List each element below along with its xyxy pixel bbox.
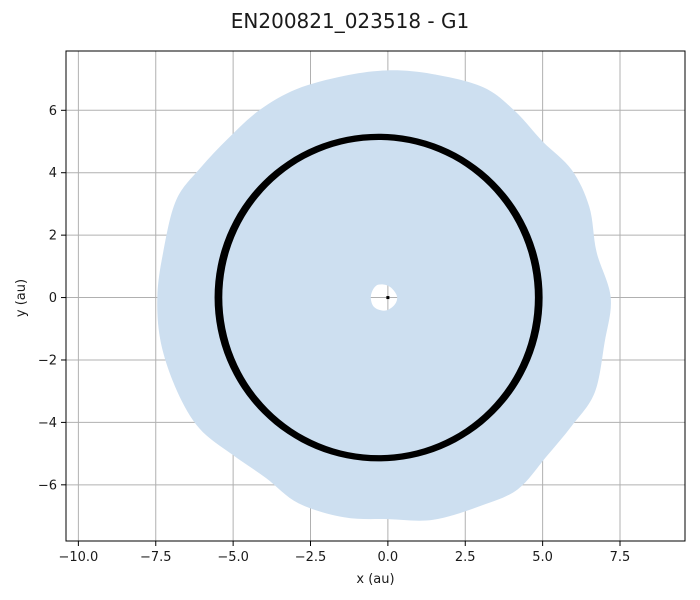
x-tick-label: −2.5 xyxy=(295,550,327,565)
y-tick-label: 0 xyxy=(49,291,57,306)
central-point-layer xyxy=(386,296,390,300)
x-tick-label: 2.5 xyxy=(455,550,476,565)
y-tick-label: 4 xyxy=(49,166,57,181)
y-tick-label: 2 xyxy=(49,229,57,244)
y-axis-label: y (au) xyxy=(14,279,29,317)
y-tick-label: 6 xyxy=(49,104,57,119)
x-axis-label: x (au) xyxy=(356,572,394,587)
x-tick-label: −7.5 xyxy=(140,550,172,565)
x-tick-label: 7.5 xyxy=(610,550,631,565)
x-tick-label: 5.0 xyxy=(532,550,553,565)
y-tick-label: −2 xyxy=(38,353,57,368)
y-tick-label: −6 xyxy=(38,478,57,493)
x-tick-label: −5.0 xyxy=(217,550,249,565)
x-tick-label: 0.0 xyxy=(378,550,399,565)
x-tick-label: −10.0 xyxy=(58,550,98,565)
chart-title: EN200821_023518 - G1 xyxy=(231,9,469,33)
y-axis-ticks: −6 −4 −2 0 2 4 6 xyxy=(38,104,66,493)
x-axis-ticks: −10.0 −7.5 −5.0 −2.5 0.0 2.5 5.0 7.5 xyxy=(58,541,630,565)
plot-frame xyxy=(65,50,686,542)
central-point xyxy=(386,296,390,300)
y-tick-label: −4 xyxy=(38,416,57,431)
